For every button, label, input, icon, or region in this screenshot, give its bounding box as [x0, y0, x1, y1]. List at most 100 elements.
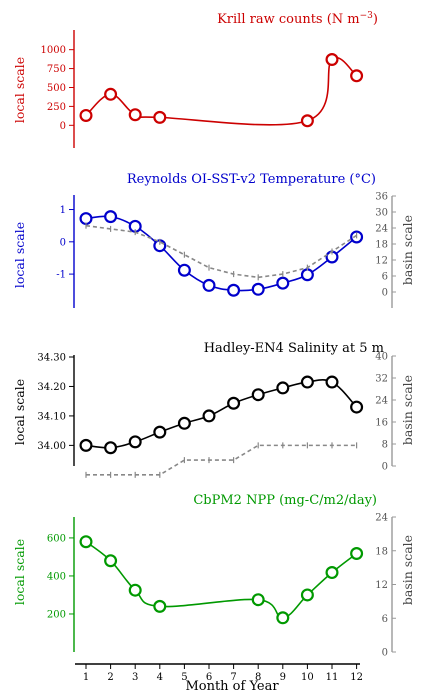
x-tick-label: 8 [255, 672, 261, 683]
ylabel-left-krill: local scale [12, 57, 27, 123]
y-tick-label-right: 40 [375, 352, 388, 363]
x-tick-label: 5 [181, 672, 187, 683]
ylabel-left-salinity: local scale [12, 379, 27, 445]
ylabel-right-sst: basin scale [400, 215, 415, 285]
y-tick-label-right: 12 [375, 580, 388, 591]
data-point [153, 599, 167, 613]
data-point [227, 283, 241, 297]
data-point [227, 396, 241, 410]
x-tick-label: 4 [157, 672, 163, 683]
x-tick-label: 12 [350, 672, 363, 683]
y-tick-label-left: 400 [47, 571, 66, 582]
panel-krill: Krill raw counts (N m−3) local scale 0 25… [12, 11, 378, 148]
data-point [79, 212, 93, 226]
x-tick-label: 1 [83, 672, 89, 683]
ylabel-left-npp: local scale [12, 539, 27, 605]
data-point [128, 583, 142, 597]
x-tick-label: 9 [280, 672, 286, 683]
y-tick-label-left: 1000 [41, 45, 66, 56]
x-tick-label: 7 [230, 672, 236, 683]
y-tick-label-left: 0 [60, 121, 66, 132]
y-tick-label-right: 0 [382, 288, 388, 299]
basin-series-line [86, 444, 357, 476]
y-tick-label-left: -1 [56, 270, 66, 281]
y-tick-label-right: 6 [382, 272, 388, 283]
panel-title-krill: Krill raw counts (N m−3) [217, 11, 378, 27]
data-point [79, 108, 93, 122]
data-point [104, 554, 118, 568]
ylabel-right-salinity: basin scale [400, 375, 415, 445]
y-tick-label-left: 1 [60, 205, 66, 216]
data-point [325, 566, 339, 580]
data-point [300, 114, 314, 128]
data-point [104, 210, 118, 224]
y-tick-label-left: 34.20 [37, 382, 66, 393]
y-tick-label-left: 750 [47, 64, 66, 75]
data-point [276, 611, 290, 625]
y-tick-label-left: 0 [60, 237, 66, 248]
data-point [153, 110, 167, 124]
x-axis: 1 2 3 4 5 6 7 8 9 10 11 12 [75, 663, 363, 683]
x-tick-label: 10 [301, 672, 314, 683]
panel-sst: Reynolds OI-SST-v2 Temperature (°C) loca… [12, 172, 415, 308]
data-point [350, 69, 364, 83]
data-point [153, 425, 167, 439]
data-point [202, 278, 216, 292]
ylabel-left-sst: local scale [12, 222, 27, 288]
y-tick-label-left: 600 [47, 533, 66, 544]
data-point [325, 52, 339, 66]
y-tick-label-right: 32 [375, 374, 388, 385]
data-point [276, 276, 290, 290]
panel-salinity: Hadley-EN4 Salinity at 5 m local scale b… [12, 341, 415, 478]
data-point [300, 268, 314, 282]
local-series-line [85, 541, 358, 619]
x-tick-label: 6 [206, 672, 212, 683]
local-series-line [85, 378, 358, 449]
data-point [350, 400, 364, 414]
y-tick-label-left: 34.30 [37, 353, 66, 364]
panel-npp: CbPM2 NPP (mg-C/m2/day) local scale basi… [12, 493, 415, 659]
y-tick-label-right: 18 [375, 546, 388, 557]
data-point [79, 535, 93, 549]
y-tick-label-right: 24 [375, 224, 388, 235]
y-tick-label-right: 24 [375, 513, 388, 524]
y-tick-label-right: 36 [375, 192, 388, 203]
data-point [177, 416, 191, 430]
panel-title-sst: Reynolds OI-SST-v2 Temperature (°C) [127, 172, 376, 187]
ylabel-right-npp: basin scale [400, 535, 415, 605]
y-tick-label-right: 16 [375, 418, 388, 429]
y-tick-label-left: 250 [47, 102, 66, 113]
y-tick-label-left: 200 [47, 609, 66, 620]
panel-title-npp: CbPM2 NPP (mg-C/m2/day) [193, 493, 377, 508]
data-point [104, 441, 118, 455]
data-point [350, 547, 364, 561]
y-tick-label-right: 12 [375, 256, 388, 267]
y-tick-label-left: 34.10 [37, 411, 66, 422]
x-tick-label: 2 [107, 672, 113, 683]
data-point [300, 588, 314, 602]
y-tick-label-right: 30 [375, 208, 388, 219]
data-point [325, 375, 339, 389]
y-tick-label-right: 18 [375, 240, 388, 251]
y-tick-label-right: 0 [382, 648, 388, 659]
data-point [128, 108, 142, 122]
panel-title-salinity: Hadley-EN4 Salinity at 5 m [204, 341, 384, 356]
x-tick-label: 11 [326, 672, 339, 683]
y-tick-label-left: 34.00 [37, 441, 66, 452]
data-point [251, 282, 265, 296]
x-axis-label: Month of Year [185, 679, 279, 694]
data-point [251, 388, 265, 402]
data-point [276, 381, 290, 395]
y-tick-label-right: 6 [382, 614, 388, 625]
data-point [300, 375, 314, 389]
local-series-line [85, 56, 358, 126]
y-tick-label-right: 0 [382, 462, 388, 473]
data-point [128, 435, 142, 449]
y-tick-label-right: 8 [382, 440, 388, 451]
y-tick-label-left: 500 [47, 83, 66, 94]
data-point [177, 263, 191, 277]
data-point [251, 593, 265, 607]
data-point [79, 438, 93, 452]
local-series-line [85, 215, 358, 292]
